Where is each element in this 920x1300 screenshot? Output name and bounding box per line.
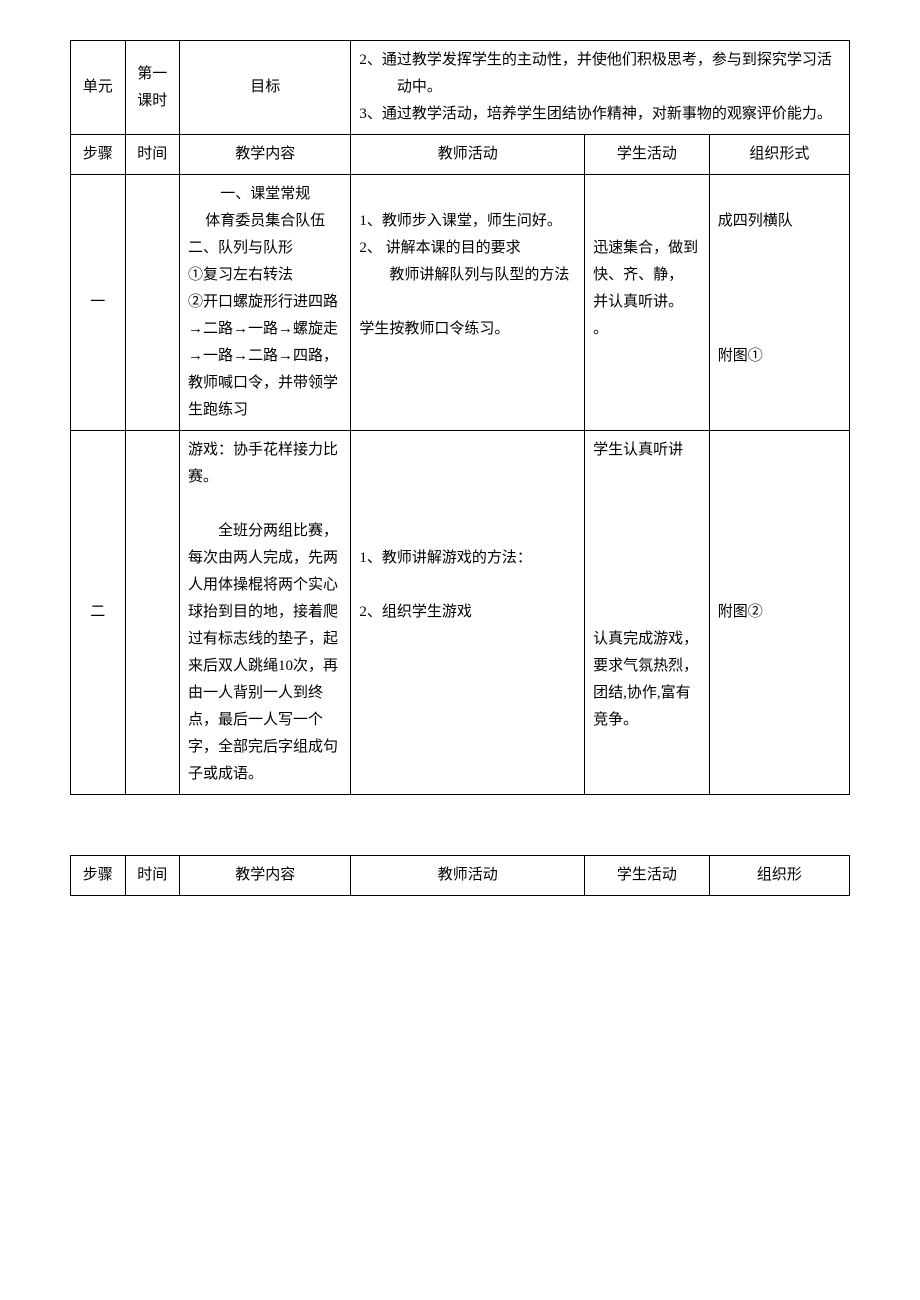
col-content: 教学内容 [180,135,351,175]
col-form: 组织形式 [709,135,849,175]
student-cell: 学生认真听讲 认真完成游戏，要求气氛热烈，团结,协作,富有竞争。 [585,431,710,795]
col-student: 学生活动 [585,856,710,896]
lesson-plan-table-2: 步骤 时间 教学内容 教师活动 学生活动 组织形 [70,855,850,896]
teacher-cell: 1、教师讲解游戏的方法： 2、组织学生游戏 [351,431,585,795]
unit-label: 单元 [71,41,126,135]
column-header-row: 步骤 时间 教学内容 教师活动 学生活动 组织形式 [71,135,850,175]
col-teacher: 教师活动 [351,856,585,896]
form-cell: 附图② [709,431,849,795]
col-student: 学生活动 [585,135,710,175]
lesson-plan-table-1: 单元 第一课时 目标 2、通过教学发挥学生的主动性，并使他们积极思考，参与到探究… [70,40,850,795]
form-cell: 成四列横队 附图① [709,175,849,431]
col-time: 时间 [125,135,180,175]
student-cell: 迅速集合，做到快、齐、静， 并认真听讲。 。 [585,175,710,431]
goals-label: 目标 [180,41,351,135]
column-header-row: 步骤 时间 教学内容 教师活动 学生活动 组织形 [71,856,850,896]
goals-cell: 2、通过教学发挥学生的主动性，并使他们积极思考，参与到探究学习活动中。 3、通过… [351,41,850,135]
time-cell [125,175,180,431]
unit-value: 第一课时 [125,41,180,135]
step-cell: 二 [71,431,126,795]
content-cell: 一、课堂常规 体育委员集合队伍 二、队列与队形 ①复习左右转法 ②开口螺旋形行进… [180,175,351,431]
table-row: 一 一、课堂常规 体育委员集合队伍 二、队列与队形 ①复习左右转法 ②开口螺旋形… [71,175,850,431]
teacher-cell: 1、教师步入课堂，师生问好。 2、 讲解本课的目的要求 教师讲解队列与队型的方法… [351,175,585,431]
time-cell [125,431,180,795]
col-form: 组织形 [709,856,849,896]
content-cell: 游戏：协手花样接力比赛。 全班分两组比赛，每次由两人完成，先两人用体操棍将两个实… [180,431,351,795]
goal-item: 3、通过教学活动，培养学生团结协作精神，对新事物的观察评价能力。 [359,101,841,128]
col-time: 时间 [125,856,180,896]
col-step: 步骤 [71,856,126,896]
col-step: 步骤 [71,135,126,175]
col-teacher: 教师活动 [351,135,585,175]
goal-item: 2、通过教学发挥学生的主动性，并使他们积极思考，参与到探究学习活动中。 [359,47,841,101]
col-content: 教学内容 [180,856,351,896]
step-cell: 一 [71,175,126,431]
table-row: 二 游戏：协手花样接力比赛。 全班分两组比赛，每次由两人完成，先两人用体操棍将两… [71,431,850,795]
